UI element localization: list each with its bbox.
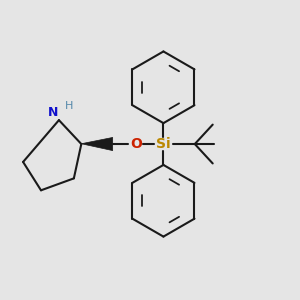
Polygon shape <box>81 137 113 151</box>
Text: O: O <box>130 137 142 151</box>
Text: H: H <box>65 101 74 111</box>
Text: N: N <box>48 106 59 119</box>
Text: Si: Si <box>156 137 171 151</box>
